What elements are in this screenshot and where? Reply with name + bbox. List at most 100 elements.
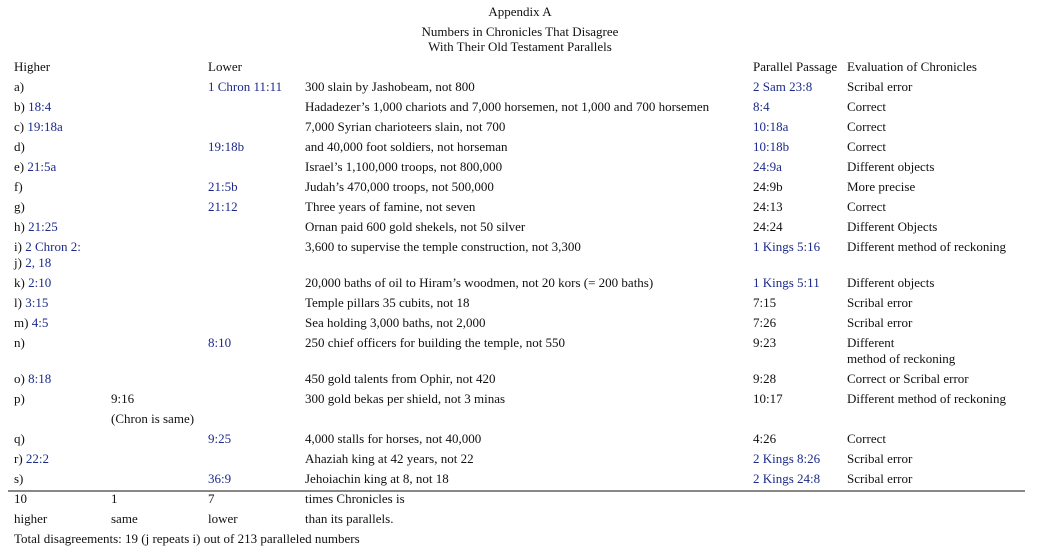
passage-cell: Sea holding 3,000 baths, not 2,000 — [305, 315, 486, 330]
row-label: e) 21:5a — [14, 159, 56, 174]
item-letter: b) — [14, 99, 25, 114]
total-text: than its parallels. — [305, 511, 393, 526]
row-label: i) 2 Chron 2: — [14, 239, 81, 254]
lower-cell: 19:18b — [208, 139, 244, 154]
evaluation-cell: Correct — [847, 431, 886, 446]
evaluation-cell: More precise — [847, 179, 915, 194]
row-label: o) 8:18 — [14, 371, 51, 386]
evaluation-cell: Different objects — [847, 275, 934, 290]
evaluation-cell: Correct — [847, 119, 886, 134]
item-letter: e) — [14, 159, 24, 174]
total-higher: higher — [14, 511, 48, 526]
lower-cell: 1 Chron 11:11 — [208, 79, 282, 94]
lower-cell: 21:12 — [208, 199, 238, 214]
parallel-cell: 7:26 — [753, 315, 777, 330]
passage-cell: 300 gold bekas per shield, not 3 minas — [305, 391, 505, 406]
passage-cell: 4,000 stalls for horses, not 40,000 — [305, 431, 481, 446]
passage-cell: 3,600 to supervise the temple constructi… — [305, 239, 581, 254]
passage-cell: Temple pillars 35 cubits, not 18 — [305, 295, 469, 310]
total-lower: 7 — [208, 491, 215, 506]
parallel-cell: 24:13 — [753, 199, 783, 214]
evaluation-cell: Scribal error — [847, 451, 913, 466]
evaluation-cell: Correct or Scribal error — [847, 371, 969, 386]
row-label: p) — [14, 391, 25, 406]
evaluation-cell: Different — [847, 335, 895, 350]
higher-ref: 4:5 — [32, 315, 49, 330]
parallel-cell: 8:4 — [753, 99, 770, 114]
title: Appendix A — [488, 4, 552, 19]
higher-ref: 2 Chron 2: — [25, 239, 81, 254]
parallel-cell: 7:15 — [753, 295, 776, 310]
higher-ref: 2:10 — [28, 275, 51, 290]
total-same: 1 — [111, 491, 118, 506]
evaluation-cell: Different method of reckoning — [847, 239, 1006, 254]
item-letter: s) — [14, 471, 23, 486]
footer-note: Total disagreements: 19 (j repeats i) ou… — [14, 531, 360, 546]
parallel-cell: 9:23 — [753, 335, 776, 350]
evaluation-cell: Scribal error — [847, 315, 913, 330]
higher-ref: 8:18 — [28, 371, 51, 386]
item-letter: h) — [14, 219, 25, 234]
item-letter: p) — [14, 391, 25, 406]
item-letter: j) — [13, 255, 22, 270]
passage-cell: 7,000 Syrian charioteers slain, not 700 — [305, 119, 505, 134]
higher-ref: 3:15 — [25, 295, 48, 310]
parallel-cell: 10:18b — [753, 139, 789, 154]
evaluation-cell: Different Objects — [847, 219, 937, 234]
item-letter: l) — [14, 295, 22, 310]
passage-cell: Jehoiachin king at 8, not 18 — [305, 471, 449, 486]
row-label: l) 3:15 — [14, 295, 48, 310]
parallel-cell: 24:24 — [753, 219, 783, 234]
column-header: Higher — [14, 59, 51, 74]
evaluation-cell: Different objects — [847, 159, 934, 174]
parallel-cell: 1 Kings 5:11 — [753, 275, 820, 290]
passage-cell: 450 gold talents from Ophir, not 420 — [305, 371, 496, 386]
passage-cell: Ahaziah king at 42 years, not 22 — [305, 451, 474, 466]
passage-cell: Judah’s 470,000 troops, not 500,000 — [305, 179, 494, 194]
lower-cell: 21:5b — [208, 179, 238, 194]
passage-cell: Israel’s 1,100,000 troops, not 800,000 — [305, 159, 502, 174]
evaluation-cell: Correct — [847, 199, 886, 214]
evaluation-cell: method of reckoning — [847, 351, 956, 366]
row-label: n) — [14, 335, 25, 350]
parallel-cell: 2 Sam 23:8 — [753, 79, 812, 94]
lower-cell: 36:9 — [208, 471, 231, 486]
item-letter: r) — [14, 451, 23, 466]
row-label: h) 21:25 — [14, 219, 58, 234]
parallel-cell: 10:18a — [753, 119, 789, 134]
evaluation-cell: Correct — [847, 139, 886, 154]
column-header: Lower — [208, 59, 243, 74]
passage-cell: Ornan paid 600 gold shekels, not 50 silv… — [305, 219, 526, 234]
higher-ref: 21:25 — [28, 219, 58, 234]
total-lower: lower — [208, 511, 238, 526]
higher-ref: 18:4 — [28, 99, 52, 114]
higher-ref: 19:18a — [27, 119, 63, 134]
parallel-cell: 1 Kings 5:16 — [753, 239, 821, 254]
passage-cell: and 40,000 foot soldiers, not horseman — [305, 139, 508, 154]
row-label: f) — [14, 179, 23, 194]
passage-cell: 250 chief officers for building the temp… — [305, 335, 565, 350]
evaluation-cell: Correct — [847, 99, 886, 114]
row-label: d) — [14, 139, 25, 154]
item-letter: a) — [14, 79, 24, 94]
subtitle: Numbers in Chronicles That Disagree — [422, 24, 619, 39]
row-label: g) — [14, 199, 25, 214]
higher-ref: 22:2 — [26, 451, 49, 466]
parallel-cell: 24:9a — [753, 159, 782, 174]
higher-ref: 21:5a — [27, 159, 56, 174]
parallel-cell: 10:17 — [753, 391, 783, 406]
row-label: r) 22:2 — [14, 451, 49, 466]
parallel-cell: 24:9b — [753, 179, 783, 194]
same-cell: (Chron is same) — [111, 411, 194, 426]
row-label: k) 2:10 — [14, 275, 51, 290]
parallel-cell: 2 Kings 8:26 — [753, 451, 821, 466]
total-text: times Chronicles is — [305, 491, 405, 506]
row-label: b) 18:4 — [14, 99, 52, 114]
item-letter: k) — [14, 275, 25, 290]
total-same: same — [111, 511, 138, 526]
column-header: Parallel Passage — [753, 59, 837, 74]
total-higher: 10 — [14, 491, 27, 506]
item-letter: c) — [14, 119, 24, 134]
row-label: s) — [14, 471, 23, 486]
